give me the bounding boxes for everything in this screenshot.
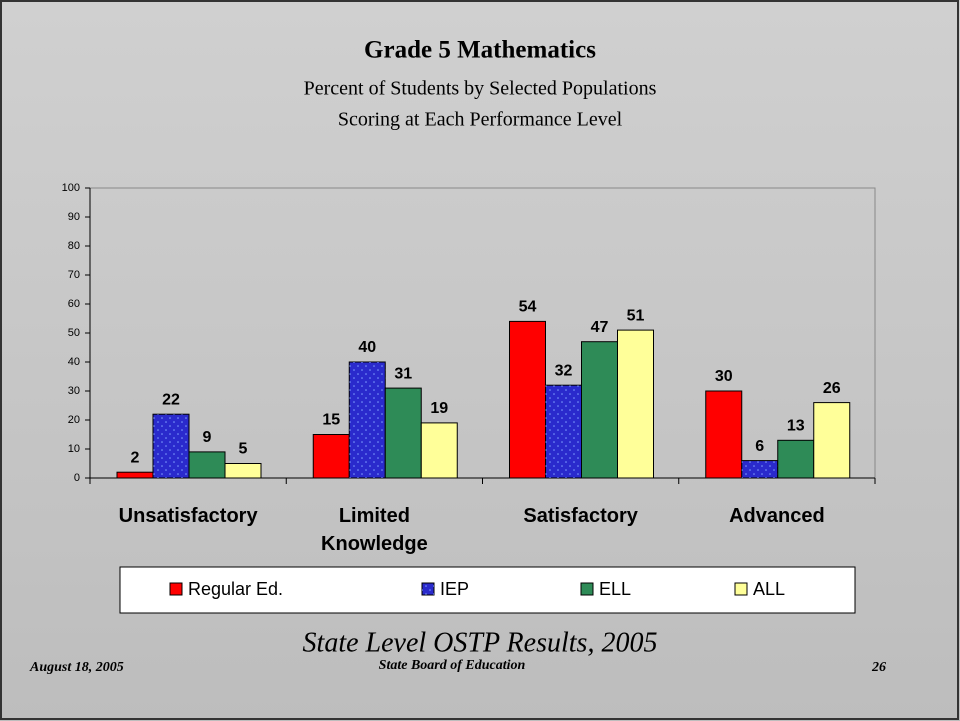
bar bbox=[741, 460, 779, 479]
chart-subtitle: Scoring at Each Performance Level bbox=[338, 109, 623, 131]
y-tick-label: 40 bbox=[68, 356, 80, 368]
value-label: 40 bbox=[358, 339, 376, 356]
legend bbox=[119, 566, 856, 614]
footer-date: August 18, 2005 bbox=[29, 660, 124, 675]
y-tick-label: 10 bbox=[68, 443, 80, 455]
value-label: 54 bbox=[519, 299, 537, 316]
x-tick-label: Unsatisfactory bbox=[118, 505, 258, 527]
chart-title: Grade 5 Mathematics bbox=[364, 37, 596, 64]
bar bbox=[813, 402, 851, 479]
y-tick-label: 60 bbox=[68, 298, 80, 310]
legend-label: ALL bbox=[753, 579, 785, 599]
bar bbox=[188, 451, 226, 479]
value-label: 19 bbox=[430, 400, 448, 417]
y-tick-label: 90 bbox=[68, 211, 80, 223]
legend-swatch bbox=[169, 582, 183, 596]
bar bbox=[224, 463, 262, 479]
bar bbox=[384, 387, 422, 479]
legend-swatch bbox=[580, 582, 594, 596]
y-tick-label: 70 bbox=[68, 269, 80, 281]
legend-label: ELL bbox=[599, 579, 631, 599]
value-label: 5 bbox=[239, 441, 248, 458]
y-tick-label: 30 bbox=[68, 385, 80, 397]
value-label: 32 bbox=[555, 362, 573, 379]
footer-page: 26 bbox=[871, 660, 886, 675]
footer-organization: State Board of Education bbox=[379, 658, 526, 673]
value-label: 15 bbox=[322, 412, 340, 429]
bar bbox=[705, 390, 743, 479]
y-tick-label: 20 bbox=[68, 414, 80, 426]
value-label: 31 bbox=[394, 365, 412, 382]
y-tick-label: 0 bbox=[74, 472, 80, 484]
value-label: 13 bbox=[787, 418, 805, 435]
bar bbox=[152, 413, 190, 479]
y-tick-label: 50 bbox=[68, 327, 80, 339]
legend-label: IEP bbox=[440, 579, 469, 599]
value-label: 6 bbox=[755, 438, 764, 455]
legend-swatch-pattern bbox=[422, 583, 434, 595]
x-tick-label: Satisfactory bbox=[523, 505, 638, 527]
value-label: 9 bbox=[203, 429, 212, 446]
bar bbox=[581, 341, 618, 479]
value-label: 47 bbox=[591, 319, 609, 336]
bar bbox=[545, 384, 582, 479]
value-label: 22 bbox=[162, 391, 180, 408]
value-label: 30 bbox=[715, 368, 733, 385]
bar bbox=[312, 434, 350, 479]
footer-caption: State Level OSTP Results, 2005 bbox=[303, 627, 658, 658]
bar bbox=[617, 329, 654, 479]
bar bbox=[116, 471, 154, 479]
bar bbox=[509, 320, 546, 479]
value-label: 2 bbox=[131, 449, 140, 466]
bar bbox=[348, 361, 386, 479]
x-tick-label: Limited Knowledge bbox=[321, 505, 428, 555]
legend-label: Regular Ed. bbox=[188, 579, 283, 599]
bar bbox=[420, 422, 458, 479]
y-tick-label: 100 bbox=[62, 182, 80, 194]
legend-swatch bbox=[734, 582, 748, 596]
y-tick-label: 80 bbox=[68, 240, 80, 252]
value-label: 26 bbox=[823, 380, 841, 397]
chart-subtitle: Percent of Students by Selected Populati… bbox=[304, 78, 657, 100]
bar bbox=[777, 439, 815, 479]
value-label: 51 bbox=[627, 307, 645, 324]
x-tick-label: Advanced bbox=[729, 505, 825, 527]
